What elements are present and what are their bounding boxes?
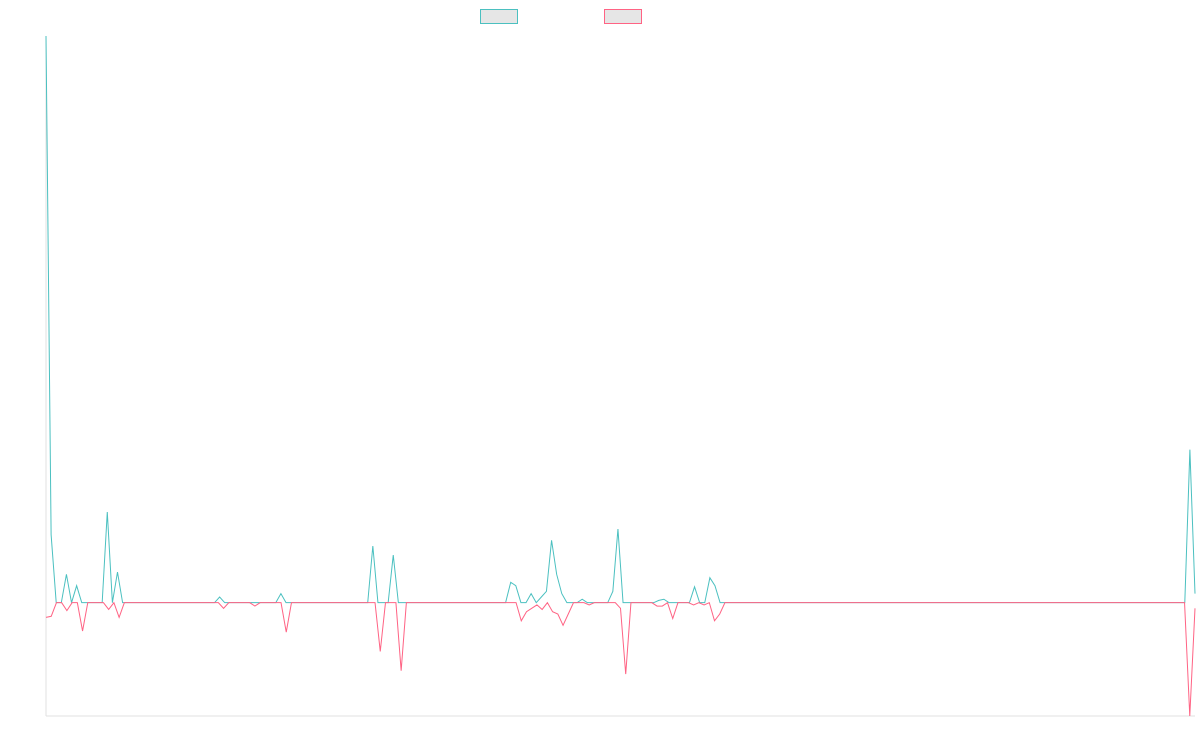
series-line-2	[45, 601, 1196, 717]
legend-swatch-series-2	[604, 9, 642, 24]
legend	[0, 9, 1200, 27]
series-layer	[45, 35, 1196, 717]
legend-item-series-1[interactable]	[480, 9, 524, 24]
legend-swatch-series-1	[480, 9, 518, 24]
legend-item-series-2[interactable]	[604, 9, 648, 24]
series-line-1	[45, 35, 1196, 604]
